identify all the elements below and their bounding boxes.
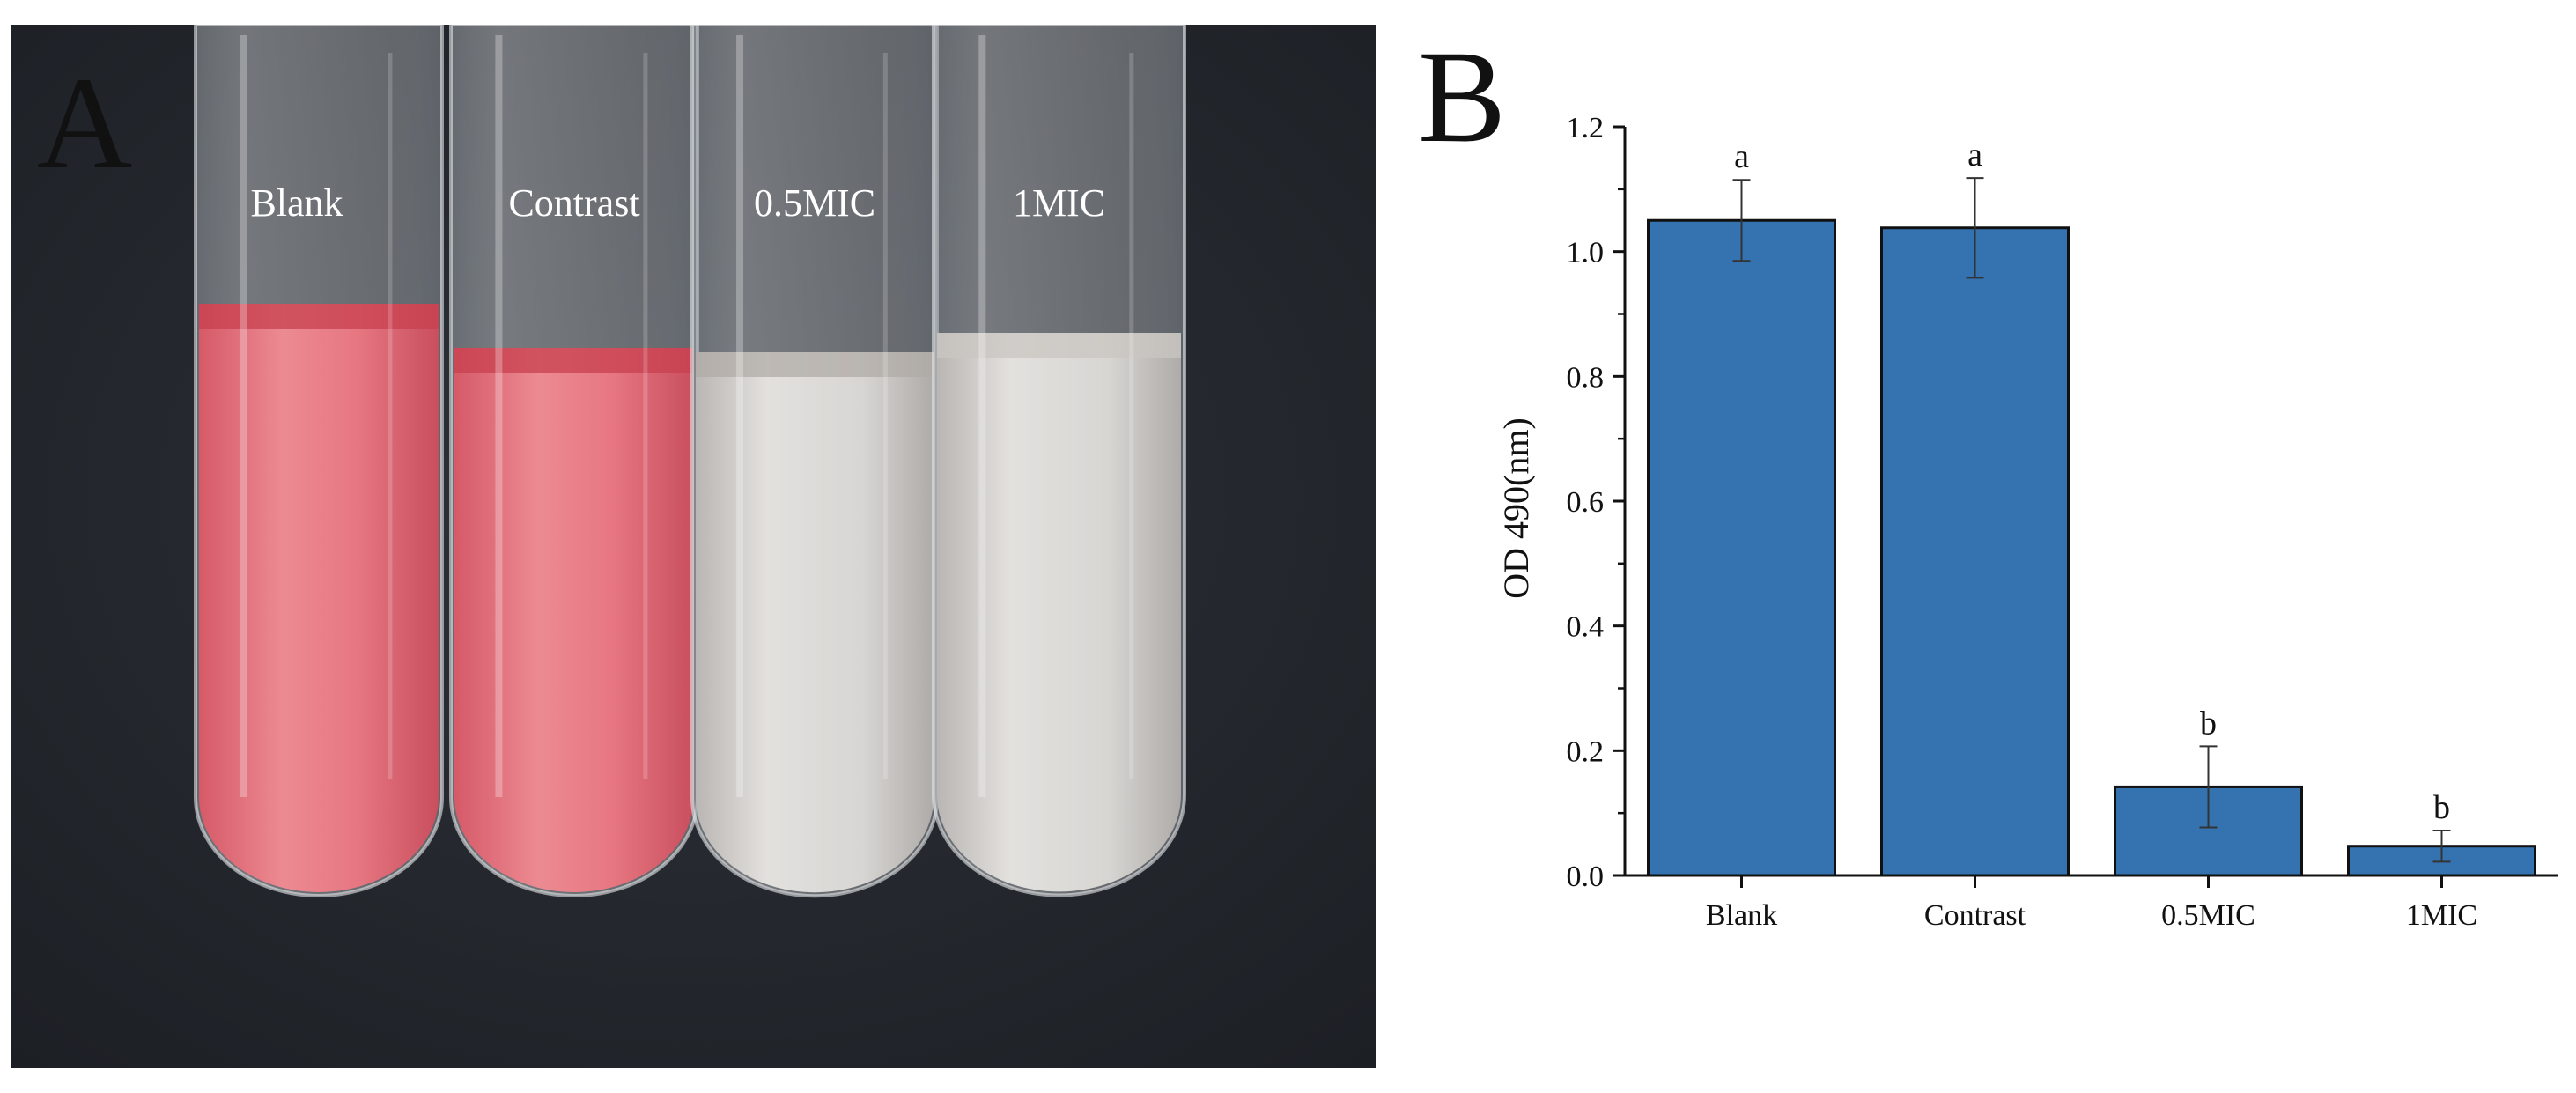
test-tubes: Blank Contrast 0.5MIC 1MIC	[194, 25, 1186, 898]
significance-label: a	[1734, 138, 1749, 175]
tube-highlight	[978, 35, 986, 797]
tube-highlight	[388, 53, 393, 779]
tube-highlight	[1129, 53, 1134, 779]
y-tick-label: 0.2	[1567, 735, 1605, 768]
bar	[1880, 226, 2070, 877]
y-axis-label: OD 490(nm)	[1496, 417, 1536, 599]
tube-label: 0.5MIC	[754, 181, 875, 225]
panel-a-photo: Blank Contrast 0.5MIC 1MIC	[11, 25, 1376, 1068]
y-tick-label: 0.0	[1567, 860, 1605, 893]
y-tick-label: 1.0	[1567, 237, 1605, 270]
y-tick-label: 1.2	[1567, 112, 1605, 144]
y-tick-label: 0.8	[1567, 361, 1605, 394]
x-tick-label: Blank	[1706, 899, 1777, 932]
bar	[1647, 218, 1836, 877]
tube-liquid	[454, 348, 694, 892]
tube-label: Contrast	[508, 181, 639, 225]
tube-liquid	[937, 333, 1181, 892]
tube-highlight	[495, 35, 503, 797]
panel-b-letter: B	[1418, 24, 1506, 170]
tube-0-5mic: 0.5MIC	[690, 25, 939, 898]
tube-blank: Blank	[194, 25, 444, 897]
panel-a-letter: A	[37, 50, 132, 196]
tube-highlight	[882, 53, 888, 779]
tube-meniscus	[696, 352, 934, 377]
tube-highlight	[240, 35, 247, 797]
tube-label: 1MIC	[1013, 181, 1105, 225]
tube-meniscus	[454, 348, 694, 373]
tube-highlight	[736, 35, 744, 797]
tube-contrast: Contrast	[449, 25, 699, 897]
significance-label: b	[2433, 789, 2450, 826]
significance-label: b	[2200, 705, 2217, 742]
tube-liquid	[696, 352, 934, 893]
tube-meniscus	[199, 304, 439, 329]
y-tick-label: 0.4	[1567, 611, 1605, 644]
bar-chart: 0.0 0.2 0.4 0.6 0.8 1.0 1.2 OD 490(nm) a Blank a Co…	[1496, 112, 2558, 932]
y-tick-label: 0.6	[1567, 486, 1605, 519]
tube-meniscus	[937, 333, 1181, 358]
x-tick-label: 0.5MIC	[2161, 899, 2255, 932]
significance-label: a	[1967, 137, 1982, 174]
tube-liquid	[199, 304, 439, 892]
tube-1mic: 1MIC	[932, 25, 1186, 897]
x-tick-label: 1MIC	[2406, 899, 2477, 932]
tube-label: Blank	[250, 181, 343, 225]
tube-highlight	[643, 53, 648, 779]
x-tick-label: Contrast	[1924, 899, 2026, 932]
